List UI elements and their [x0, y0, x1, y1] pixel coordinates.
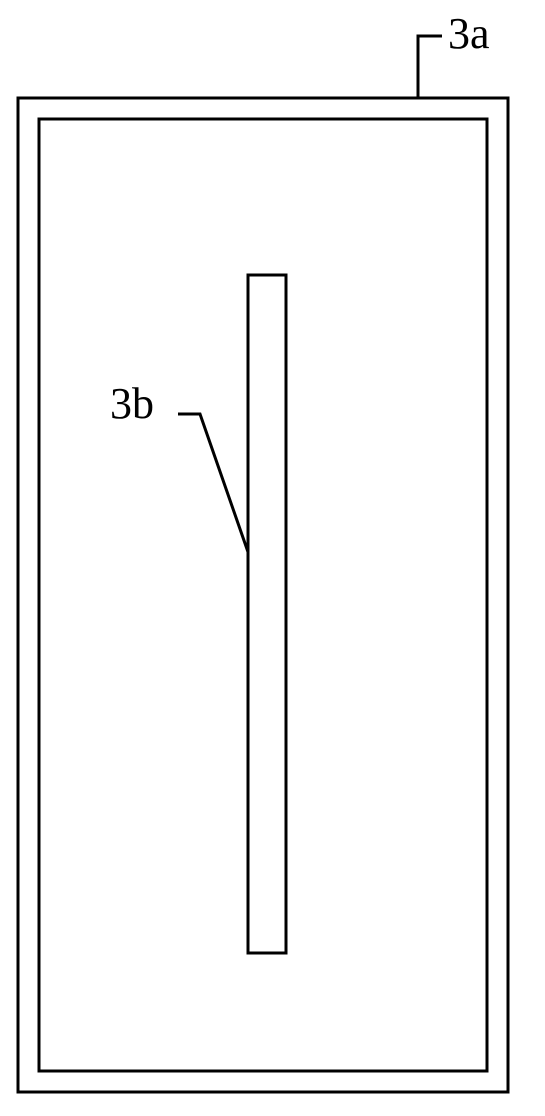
- leader-line-3a: [418, 36, 442, 98]
- label-3b: 3b: [110, 378, 154, 429]
- label-3a: 3a: [448, 8, 490, 59]
- outer-frame-rect: [18, 98, 508, 1092]
- leader-line-3b: [178, 414, 248, 552]
- slot-rect: [248, 275, 286, 953]
- inner-frame-rect: [39, 119, 487, 1071]
